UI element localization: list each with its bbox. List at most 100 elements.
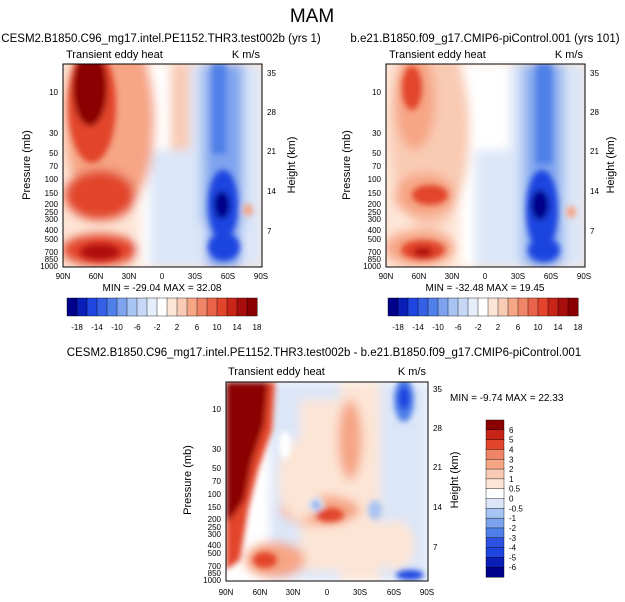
- colorbar-swatch: [106, 297, 118, 317]
- y-right-tick-label: 14: [267, 187, 276, 196]
- colorbar-label: -0.5: [509, 504, 523, 513]
- colorbar-label: -14: [91, 323, 103, 332]
- colorbar-swatch: [487, 297, 499, 317]
- colorbar-label: 18: [253, 323, 262, 332]
- colorbar-swatch: [86, 297, 98, 317]
- panel-2-x-ticks: 90N 60N 30N 0 30S 60S 90S: [379, 272, 591, 281]
- colorbar-swatch: [477, 297, 489, 317]
- colorbar-swatch: [76, 297, 88, 317]
- panel-2-units: K m/s: [555, 49, 584, 61]
- panel-3-title: CESM2.B1850.C96_mg17.intel.PE1152.THR3.t…: [67, 347, 581, 359]
- colorbar-label: -4: [509, 544, 517, 553]
- colorbar-swatch: [507, 297, 519, 317]
- y-right-tick-label: 28: [267, 108, 276, 117]
- colorbar-label: 5: [509, 436, 514, 445]
- y-tick-label: 850: [208, 569, 222, 578]
- colorbar-label: 10: [213, 323, 222, 332]
- colorbar-swatch: [417, 297, 429, 317]
- colorbar-swatch: [66, 297, 78, 317]
- y-right-tick-label: 28: [590, 108, 599, 117]
- colorbar-label: 1: [509, 475, 514, 484]
- colorbar-swatch: [186, 297, 198, 317]
- panel-2-subtitle: Transient eddy heat: [389, 49, 486, 61]
- y-tick-label: 1000: [363, 262, 381, 271]
- y-tick-label: 250: [208, 523, 222, 532]
- colorbar-swatch: [485, 478, 505, 490]
- x-tick-label: 60S: [221, 272, 235, 281]
- y-tick-label: 850: [368, 255, 382, 264]
- colorbar-swatch: [547, 297, 559, 317]
- y-tick-label: 500: [368, 235, 382, 244]
- panel-1-x-ticks: 90N 60N 30N 0 30S 60S 90S: [56, 272, 268, 281]
- y-tick-label: 300: [368, 215, 382, 224]
- colorbar-label: -10: [111, 323, 123, 332]
- colorbar-swatch: [96, 297, 108, 317]
- panel-2-colorbar: -18 -14 -10 -6 -2 2 6 10 14 18: [387, 297, 583, 332]
- colorbar-label: -3: [509, 534, 517, 543]
- y-right-tick-label: 28: [433, 424, 442, 433]
- colorbar-label: 18: [574, 323, 583, 332]
- x-tick-label: 30N: [122, 272, 137, 281]
- x-tick-label: 30S: [511, 272, 525, 281]
- colorbar-label: 2: [509, 465, 514, 474]
- colorbar-swatch: [447, 297, 459, 317]
- y-tick-label: 250: [368, 208, 382, 217]
- panel-1-y-right-ticks: 35 28 21 14 7: [267, 69, 276, 236]
- colorbar-swatch: [485, 429, 505, 441]
- colorbar-label: -6: [454, 323, 462, 332]
- panel-2-y-ticks: 10 30 50 70 100 150 200 250 300 400 500 …: [363, 88, 381, 271]
- x-tick-label: 90N: [379, 272, 394, 281]
- y-tick-label: 700: [208, 562, 222, 571]
- colorbar-swatch: [246, 297, 258, 317]
- x-tick-label: 90N: [219, 588, 234, 597]
- colorbar-swatch: [216, 297, 228, 317]
- panel-1-title: CESM2.B1850.C96_mg17.intel.PE1152.THR3.t…: [1, 33, 321, 45]
- y-right-tick-label: 35: [267, 69, 276, 78]
- x-tick-label: 30N: [286, 588, 301, 597]
- x-tick-label: 30S: [188, 272, 202, 281]
- y-tick-label: 10: [372, 88, 381, 97]
- x-tick-label: 60N: [412, 272, 427, 281]
- panel-1-contour-field: [63, 64, 262, 267]
- colorbar-label: -6: [133, 323, 141, 332]
- colorbar-swatch: [485, 557, 505, 568]
- panel-3-ylabel-right: Height (km): [449, 452, 461, 509]
- y-tick-label: 250: [45, 208, 59, 217]
- colorbar-swatch: [485, 508, 505, 519]
- figure-title: MAM: [290, 6, 334, 27]
- colorbar-label: 0: [509, 495, 514, 504]
- y-tick-label: 100: [208, 490, 222, 499]
- colorbar-label: -18: [71, 323, 83, 332]
- colorbar-label: -5: [509, 553, 517, 562]
- colorbar-swatch: [485, 449, 505, 460]
- panel-2: b.e21.B1850.f09_g17.CMIP6-piControl.001 …: [341, 33, 620, 332]
- colorbar-swatch: [196, 297, 208, 317]
- colorbar-label: -18: [392, 323, 404, 332]
- y-tick-label: 300: [208, 530, 222, 539]
- panel-1-y-ticks: 10 30 50 70 100 150 200 250 300 400 500 …: [40, 88, 58, 271]
- y-tick-label: 850: [45, 255, 59, 264]
- panel-3-y-ticks: 10 30 50 70 100 150 200 250 300 400 500 …: [203, 405, 221, 585]
- colorbar-swatch: [437, 297, 449, 317]
- colorbar-swatch: [517, 297, 529, 317]
- y-right-tick-label: 14: [433, 503, 442, 512]
- y-tick-label: 10: [212, 405, 221, 414]
- colorbar-swatch: [467, 297, 479, 317]
- colorbar-swatch: [407, 297, 419, 317]
- y-tick-label: 50: [372, 149, 381, 158]
- y-tick-label: 30: [372, 129, 381, 138]
- y-tick-label: 70: [212, 477, 221, 486]
- x-tick-label: 90S: [577, 272, 591, 281]
- y-right-tick-label: 21: [267, 147, 276, 156]
- colorbar-swatch: [485, 527, 505, 539]
- colorbar-label: -1: [509, 514, 517, 523]
- panel-2-ylabel: Pressure (mb): [341, 130, 353, 200]
- colorbar-label: -2: [153, 323, 161, 332]
- colorbar-swatch: [136, 297, 148, 317]
- y-tick-label: 150: [208, 503, 222, 512]
- y-tick-label: 100: [45, 175, 59, 184]
- colorbar-label: 6: [195, 323, 200, 332]
- y-tick-label: 300: [45, 215, 59, 224]
- y-tick-label: 200: [368, 200, 382, 209]
